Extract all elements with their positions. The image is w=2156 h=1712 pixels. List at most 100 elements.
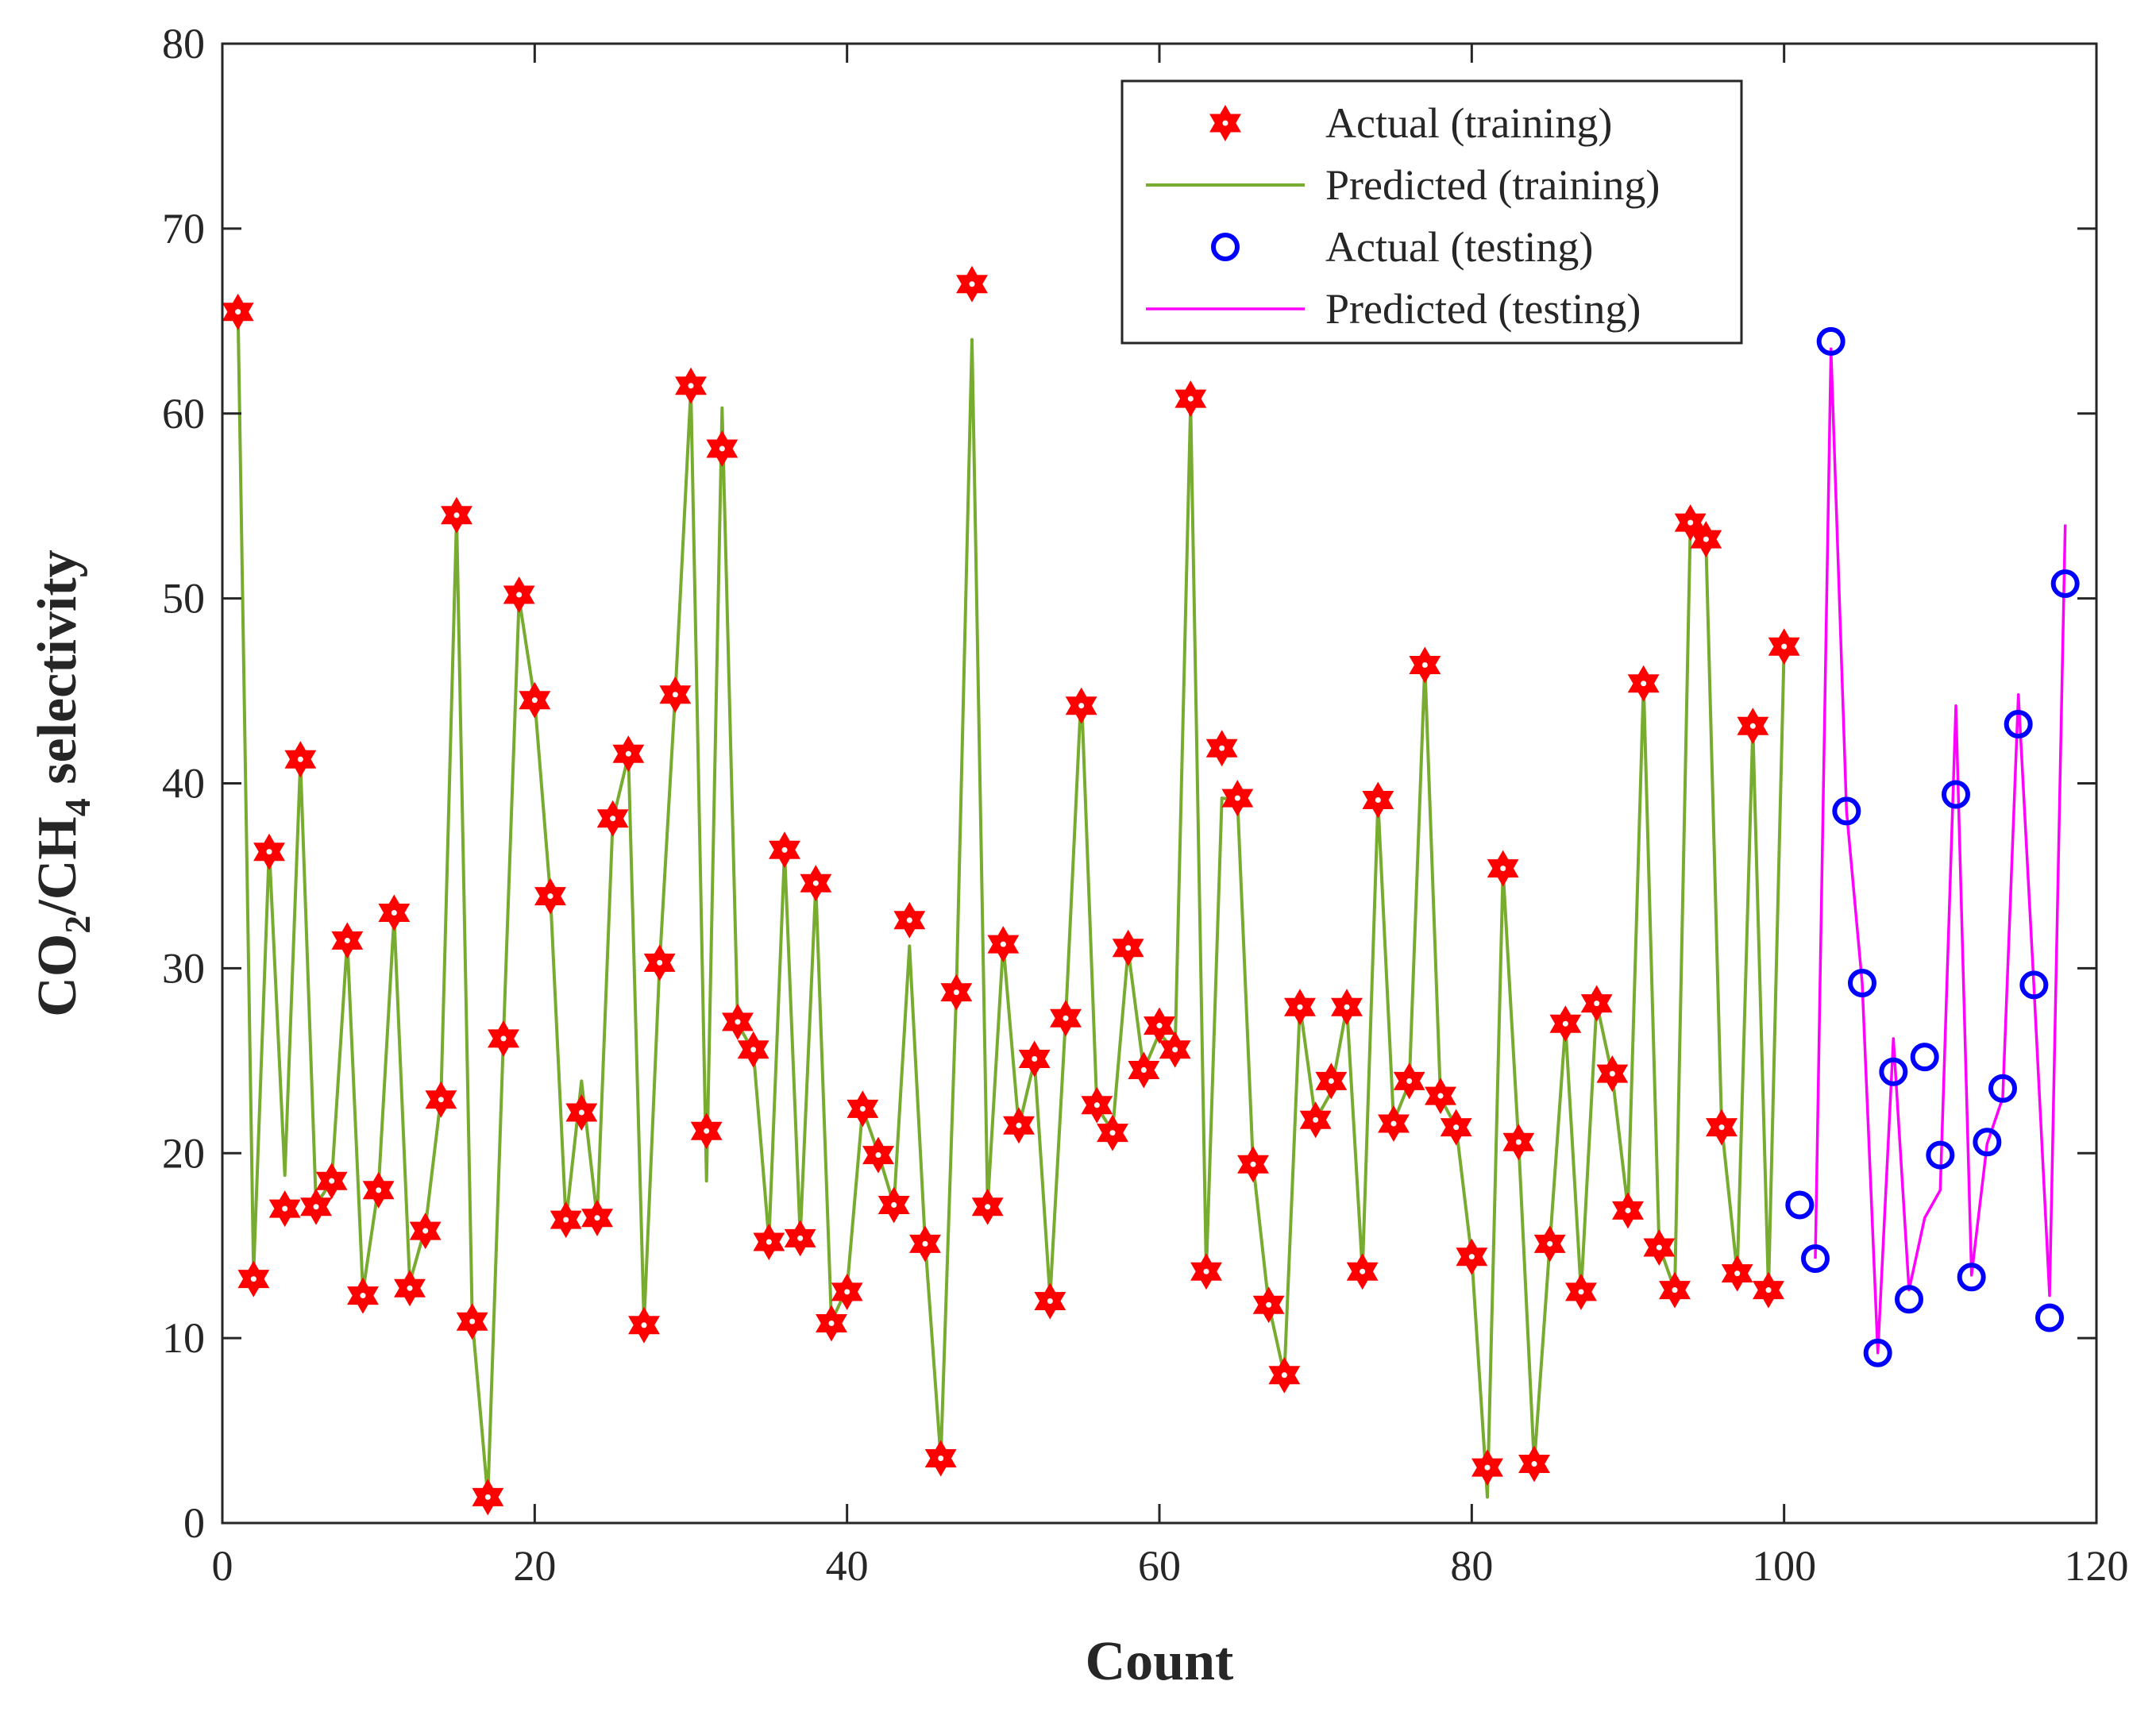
actual-training-point-center xyxy=(719,445,725,452)
actual-training-point-center xyxy=(657,959,663,966)
y-tick-label: 40 xyxy=(162,760,205,808)
x-tick-label: 100 xyxy=(1752,1542,1816,1590)
actual-testing-point xyxy=(2050,569,2080,598)
actual-training-point-center xyxy=(1047,1298,1053,1305)
plot-layer xyxy=(222,265,2080,1516)
actual-training-point-center xyxy=(1234,795,1240,801)
actual-training-point-center xyxy=(438,1097,444,1103)
x-tick-label: 60 xyxy=(1138,1542,1181,1590)
y-tick-label: 50 xyxy=(162,575,205,623)
y-axis-label-part: /CH xyxy=(27,816,88,916)
actual-training-point-center xyxy=(344,937,350,943)
actual-training-point-center xyxy=(1531,1460,1537,1467)
actual-testing-point xyxy=(1832,796,1861,826)
predicted-testing-line xyxy=(1814,347,2067,1355)
y-axis-label-part: selectivity xyxy=(27,549,88,798)
actual-training-point-center xyxy=(1453,1124,1460,1131)
actual-training-point-center xyxy=(1344,1004,1350,1010)
actual-training-point-center xyxy=(1125,945,1132,951)
actual-training-point-center xyxy=(1625,1207,1631,1213)
actual-training-point-center xyxy=(1437,1093,1444,1099)
actual-training-point-center xyxy=(735,1019,741,1025)
actual-training-point-center xyxy=(704,1128,710,1134)
y-tick-label: 0 xyxy=(183,1499,205,1547)
actual-training-point-center xyxy=(469,1318,476,1324)
actual-testing-point xyxy=(1895,1285,1923,1314)
y-ticks: 0 10 20 30 40 50 60 70 80 xyxy=(162,20,2096,1547)
actual-training-point-center xyxy=(1734,1271,1741,1277)
actual-training-point-center xyxy=(891,1201,897,1208)
actual-testing-point xyxy=(1848,969,1876,998)
y-axis-label-part: 2 xyxy=(57,916,98,934)
actual-testing-point xyxy=(1816,326,1846,356)
y-tick-label: 70 xyxy=(162,205,205,253)
actual-training-point-center xyxy=(563,1217,569,1223)
x-tick-label: 40 xyxy=(826,1542,869,1590)
actual-training-point-center xyxy=(391,909,397,916)
actual-training-point-center xyxy=(250,1276,256,1282)
actual-testing-point xyxy=(2004,709,2033,738)
actual-training-point-center xyxy=(610,816,616,822)
actual-training-point-center xyxy=(578,1109,584,1116)
actual-training-point-center xyxy=(1547,1240,1553,1247)
x-ticks: 0 20 40 60 80 100 120 xyxy=(212,44,2129,1590)
actual-training-point-center xyxy=(266,849,272,855)
actual-training-point-center xyxy=(1360,1268,1366,1274)
actual-training-point-center xyxy=(1406,1078,1413,1084)
actual-testing-point xyxy=(1926,1140,1955,1170)
actual-training-point-center xyxy=(1032,1055,1038,1062)
actual-training-point-center xyxy=(1093,1102,1100,1109)
actual-training-point-center xyxy=(1656,1244,1662,1251)
y-tick-label: 60 xyxy=(162,390,205,438)
legend-hexagram-marker-center xyxy=(1222,120,1228,126)
actual-training-point-center xyxy=(1781,643,1788,650)
actual-training-point-center xyxy=(844,1289,850,1295)
legend: Actual (training) Predicted (training) Act… xyxy=(1120,79,1743,345)
y-tick-label: 30 xyxy=(162,944,205,992)
actual-training-point-center xyxy=(875,1152,881,1159)
actual-training-point-center xyxy=(1375,796,1381,803)
actual-training-point-center xyxy=(422,1228,429,1234)
actual-training-point-center xyxy=(625,750,631,757)
actual-training-point-center xyxy=(1140,1066,1147,1073)
actual-training-point-center xyxy=(797,1235,804,1241)
actual-training-point-center xyxy=(1313,1116,1319,1123)
actual-testing-point xyxy=(1942,780,1970,809)
actual-training-point-center xyxy=(1390,1120,1397,1127)
actual-training-point-center xyxy=(688,383,694,389)
actual-training-point-center xyxy=(407,1285,413,1291)
actual-testing-point xyxy=(1973,1128,2002,1157)
actual-testing-point xyxy=(1988,1074,2017,1103)
actual-training-point-center xyxy=(1562,1020,1568,1027)
actual-training-point-center xyxy=(828,1320,835,1327)
x-tick-label: 120 xyxy=(2065,1542,2129,1590)
actual-training-point-center xyxy=(969,281,975,287)
actual-training-point-center xyxy=(1000,941,1006,947)
actual-testing-point xyxy=(1957,1263,1986,1292)
actual-testing-point xyxy=(1879,1057,1908,1086)
actual-training-point-center xyxy=(1703,536,1709,542)
actual-testing-point xyxy=(1785,1190,1815,1220)
actual-training-point-center xyxy=(781,846,788,853)
actual-training-point-center xyxy=(1484,1464,1491,1471)
actual-training-point-center xyxy=(1515,1139,1522,1145)
actual-training-point-center xyxy=(1063,1015,1069,1021)
actual-training-point-center xyxy=(906,917,912,923)
y-axis-label: CO2/CH4 selectivity xyxy=(27,549,98,1016)
actual-training-point-center xyxy=(282,1205,288,1212)
y-tick-label: 20 xyxy=(162,1129,205,1177)
x-axis-label: Count xyxy=(1086,1631,1234,1692)
actual-testing-point xyxy=(2019,970,2049,1000)
actual-training-point-center xyxy=(1641,681,1647,687)
actual-training-point-center xyxy=(812,880,819,886)
actual-training-point-center xyxy=(484,1494,491,1500)
legend-entry: Actual (training) xyxy=(1325,99,1612,147)
actual-training-point-center xyxy=(1718,1124,1725,1131)
actual-training-point-center xyxy=(1500,866,1506,872)
actual-training-point-center xyxy=(1749,723,1756,729)
actual-training-point-center xyxy=(297,756,303,762)
predicted-training-line xyxy=(236,311,1786,1499)
actual-training-point-center xyxy=(750,1047,757,1053)
actual-training-point-center xyxy=(1281,1372,1287,1378)
actual-testing-point xyxy=(2035,1303,2064,1332)
